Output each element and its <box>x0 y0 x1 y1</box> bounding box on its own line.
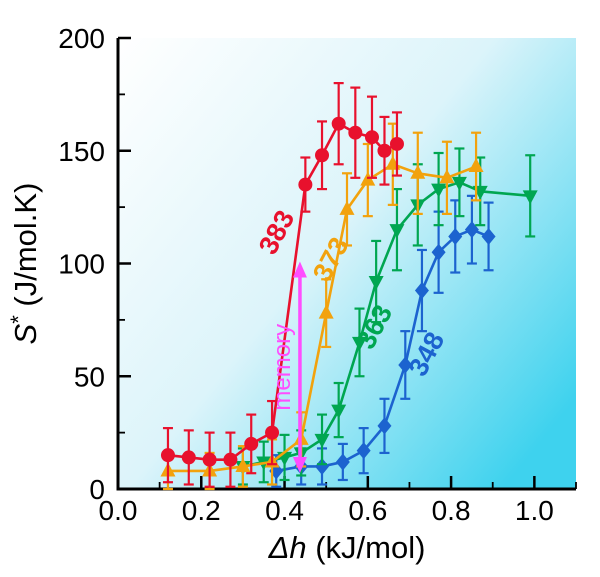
data-point-marker <box>351 336 367 351</box>
data-point-marker <box>377 143 392 158</box>
data-point-marker <box>335 453 350 471</box>
data-point-marker <box>414 282 429 300</box>
data-point-marker <box>364 130 379 145</box>
memory-arrowhead-bottom <box>292 456 307 473</box>
series-348: 348 <box>269 194 496 488</box>
x-tick-label: 0.8 <box>432 495 471 526</box>
data-point-marker <box>244 436 259 451</box>
data-point-marker <box>377 417 392 435</box>
data-point-marker <box>468 158 484 173</box>
y-tick-label: 200 <box>58 23 105 54</box>
data-point-marker <box>451 176 467 191</box>
y-axis-label: S* (J/mol.K) <box>6 183 43 345</box>
data-point-marker <box>431 183 447 198</box>
data-point-marker <box>331 116 346 131</box>
data-point-marker <box>202 452 217 467</box>
data-point-marker <box>389 224 405 239</box>
data-point-marker <box>331 404 347 419</box>
data-point-marker <box>314 433 330 448</box>
data-point-marker <box>431 243 446 261</box>
data-point-marker <box>339 200 355 215</box>
y-tick-label: 50 <box>74 361 105 392</box>
data-point-marker <box>348 125 363 140</box>
data-point-marker <box>522 190 538 205</box>
data-point-marker <box>265 425 280 440</box>
plot-background <box>118 38 576 489</box>
memory-arrowhead-top <box>292 261 307 278</box>
data-point-marker <box>315 148 330 163</box>
data-point-marker <box>315 457 330 475</box>
x-tick-label: 1.0 <box>515 495 554 526</box>
data-point-marker <box>160 448 175 463</box>
memory-label: memory <box>269 324 296 411</box>
data-point-marker <box>398 356 413 374</box>
data-point-marker <box>181 450 196 465</box>
data-point-marker <box>298 177 313 192</box>
data-point-marker <box>235 457 251 472</box>
x-tick-label: 0.6 <box>348 495 387 526</box>
data-point-marker <box>448 227 463 245</box>
data-point-marker <box>481 227 496 245</box>
y-tick-label: 150 <box>58 136 105 167</box>
x-tick-label: 0.0 <box>99 495 138 526</box>
y-tick-label: 100 <box>58 249 105 280</box>
x-tick-label: 0.2 <box>182 495 221 526</box>
data-point-marker <box>439 169 455 184</box>
x-axis-label: Δh (kJ/mol) <box>268 530 426 565</box>
y-tick-label: 0 <box>89 474 105 505</box>
data-point-marker <box>356 442 371 460</box>
x-tick-label: 0.4 <box>265 495 304 526</box>
data-point-marker <box>318 304 334 319</box>
data-point-marker <box>223 452 238 467</box>
memory-arrow: memory <box>269 261 307 473</box>
data-point-marker <box>368 276 384 291</box>
data-point-marker <box>389 136 404 151</box>
data-point-marker <box>410 164 426 179</box>
